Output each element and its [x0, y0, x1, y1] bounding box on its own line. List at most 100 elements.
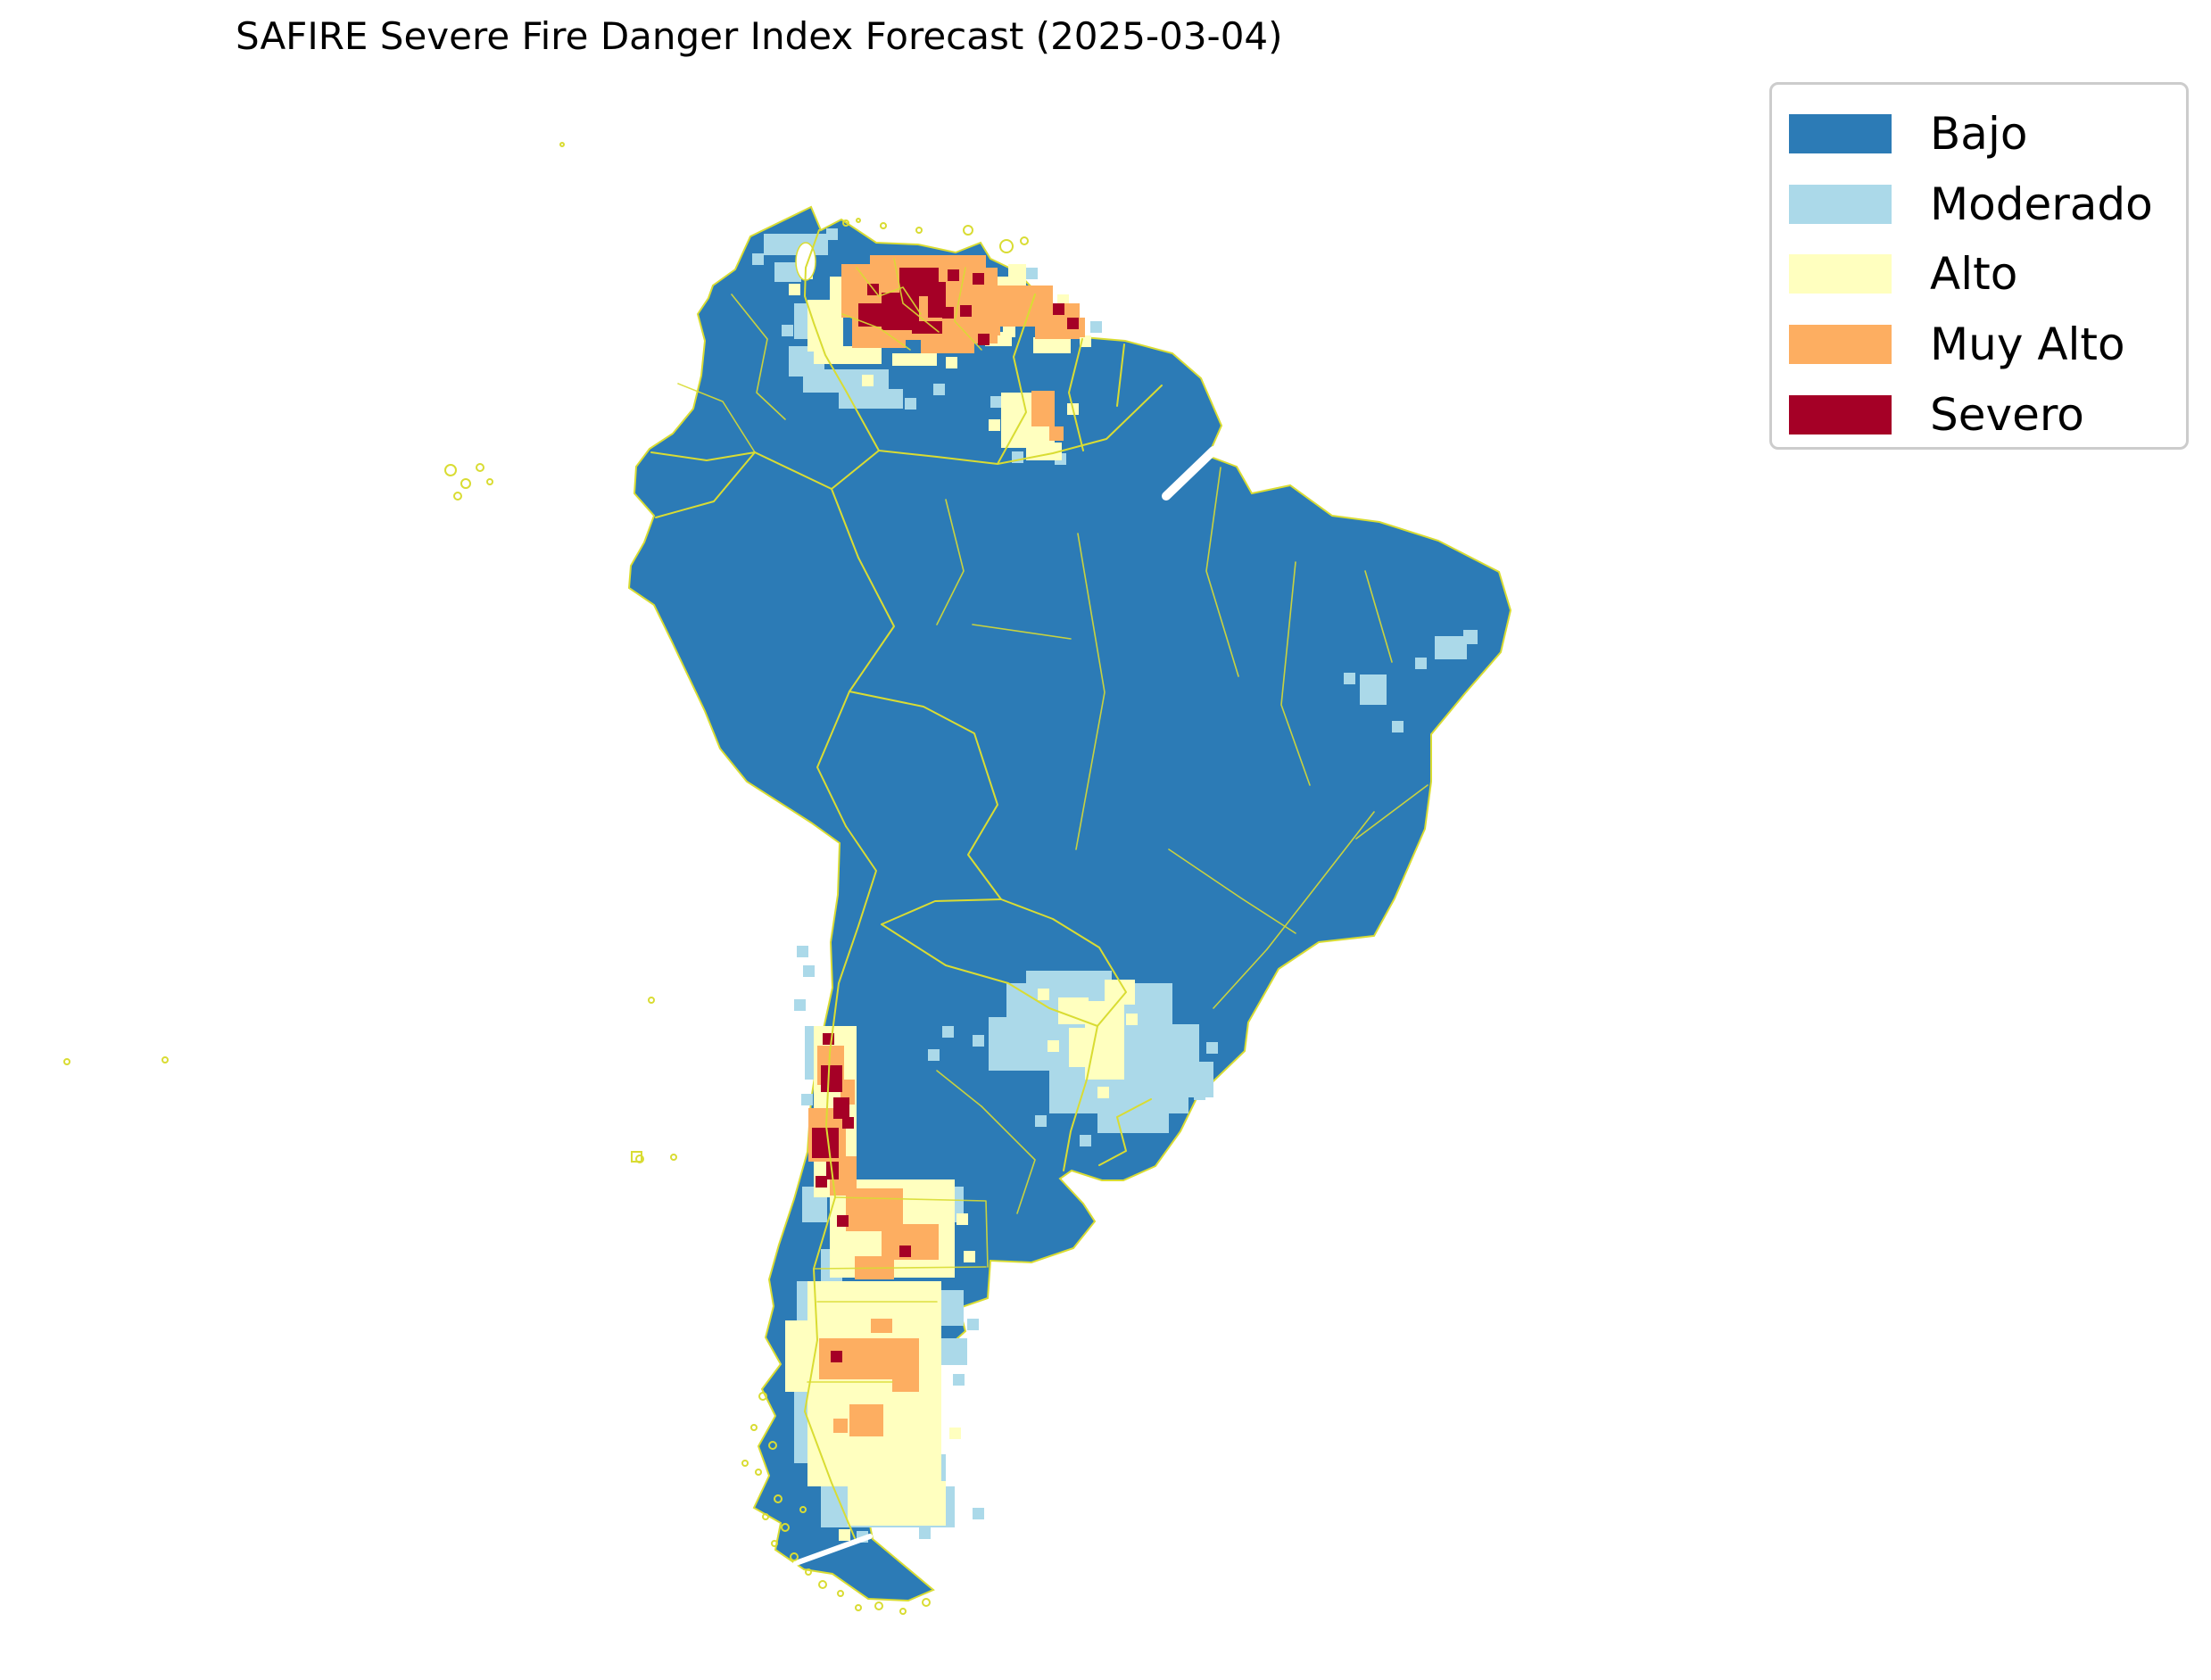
- raster-parana-basin-moderado: [1080, 1135, 1091, 1146]
- raster-patagonia-alto: [848, 1481, 946, 1526]
- raster-patagonia-moderado: [967, 1319, 979, 1330]
- raster-venezuela-llanos-moderado: [764, 234, 828, 255]
- raster-patagonia-alto: [901, 1508, 913, 1519]
- legend-label-alto: Alto: [1930, 248, 2018, 301]
- raster-parana-basin-alto: [1097, 1087, 1109, 1098]
- raster-central-chile-moderado: [803, 965, 815, 977]
- raster-venezuela-llanos-alto: [830, 277, 844, 302]
- raster-venezuela-llanos-severo: [928, 282, 946, 318]
- raster-venezuela-llanos-alto: [1033, 337, 1071, 353]
- islands: [63, 142, 1029, 1615]
- raster-cuyo-neuquen-severo: [837, 1215, 849, 1227]
- legend-label-severo: Severo: [1930, 388, 2084, 441]
- raster-venezuela-llanos-moderado: [933, 384, 945, 395]
- raster-patagonia-alto: [807, 1281, 941, 1486]
- raster-patagonia-moderado: [919, 1527, 931, 1539]
- raster-patagonia-muy-alto: [833, 1419, 848, 1433]
- continent-outline: [627, 205, 1512, 1602]
- island-cell: [631, 1151, 642, 1163]
- raster-venezuela-llanos-moderado: [752, 253, 764, 265]
- raster-patagonia-moderado: [953, 1374, 965, 1386]
- raster-parana-basin-moderado: [1035, 1115, 1047, 1127]
- raster-venezuela-llanos-moderado: [782, 325, 793, 336]
- raster-guyana-roraima-moderado: [990, 396, 1002, 408]
- raster-parana-basin-moderado: [1194, 1088, 1205, 1100]
- raster-parana-basin-moderado: [928, 1049, 940, 1061]
- raster-venezuela-llanos-alto: [862, 375, 874, 386]
- state-borders: [677, 258, 1428, 1383]
- continent-landmass: [627, 205, 1512, 1602]
- raster-venezuela-llanos-moderado: [826, 228, 838, 240]
- raster-venezuela-llanos-moderado: [803, 369, 889, 393]
- raster-patagonia-muy-alto: [871, 1319, 892, 1333]
- raster-venezuela-llanos-alto: [946, 357, 957, 368]
- raster-venezuela-llanos-alto: [1057, 294, 1069, 306]
- raster-parana-basin-alto: [1038, 989, 1049, 1000]
- raster-venezuela-llanos-alto: [789, 284, 800, 295]
- raster-venezuela-llanos-moderado: [774, 262, 801, 282]
- raster-ne-brazil-moderado: [1435, 636, 1467, 659]
- raster-central-chile-severo: [842, 1117, 854, 1129]
- legend-item-alto: Alto: [1789, 239, 2186, 310]
- legend-swatch-bajo: [1789, 114, 1892, 154]
- strait-of-magellan: [793, 1534, 873, 1566]
- raster-central-chile-moderado: [801, 1094, 813, 1105]
- raster-ne-brazil-moderado: [1463, 630, 1478, 644]
- raster-venezuela-llanos-alto: [1012, 264, 1023, 276]
- raster-venezuela-llanos-muy-alto: [977, 286, 1000, 335]
- legend-swatch-muy-alto: [1789, 325, 1892, 365]
- raster-venezuela-llanos-severo: [978, 334, 990, 345]
- raster-patagonia-alto: [839, 1529, 850, 1541]
- legend-item-severo: Severo: [1789, 379, 2186, 450]
- raster-venezuela-llanos-severo: [1053, 303, 1064, 315]
- raster-ne-brazil-moderado: [1415, 658, 1427, 669]
- raster-venezuela-llanos-moderado: [905, 398, 916, 410]
- raster-parana-basin-alto: [1048, 1040, 1059, 1052]
- map-title: SAFIRE Severe Fire Danger Index Forecast…: [236, 14, 1283, 58]
- legend-swatch-severo: [1789, 394, 1892, 434]
- raster-central-chile-moderado: [805, 1026, 816, 1080]
- raster-central-chile-severo: [816, 1176, 827, 1188]
- legend-label-moderado: Moderado: [1930, 178, 2153, 230]
- raster-patagonia-muy-alto: [892, 1374, 919, 1392]
- raster-parana-basin-moderado: [942, 1026, 954, 1038]
- raster-venezuela-llanos-muy-alto: [921, 337, 974, 353]
- raster-parana-basin-moderado: [1097, 1106, 1169, 1133]
- raster-parana-basin-moderado: [973, 1035, 984, 1047]
- raster-patagonia-moderado: [973, 1508, 984, 1519]
- raster-patagonia-alto: [949, 1428, 961, 1439]
- raster-venezuela-llanos-severo: [858, 303, 885, 327]
- raster-ne-brazil-moderado: [1392, 721, 1404, 732]
- raster-parana-basin-moderado: [1206, 1042, 1218, 1054]
- raster-parana-basin-alto: [1058, 997, 1089, 1024]
- raster-central-chile-severo: [821, 1065, 842, 1092]
- raster-guyana-roraima-muy-alto: [1031, 391, 1055, 426]
- raster-parana-basin-alto: [1126, 1014, 1138, 1025]
- amazon-river-mouth: [1162, 446, 1218, 501]
- raster-ne-brazil-moderado: [1360, 674, 1387, 705]
- raster-parana-basin-moderado: [989, 1017, 1024, 1071]
- raster-venezuela-llanos-moderado: [1026, 268, 1038, 279]
- legend-swatch-moderado: [1789, 184, 1892, 224]
- raster-venezuela-llanos-moderado: [1090, 321, 1102, 333]
- raster-venezuela-llanos-severo: [960, 305, 972, 317]
- raster-patagonia-muy-alto: [849, 1404, 883, 1436]
- legend-swatch-alto: [1789, 254, 1892, 294]
- admin-borders: [650, 229, 1163, 1539]
- raster-venezuela-llanos-severo: [973, 273, 984, 285]
- raster-cuyo-neuquen-alto: [964, 1251, 975, 1262]
- raster-central-chile-severo: [812, 1128, 839, 1158]
- raster-ne-brazil-moderado: [1344, 673, 1355, 684]
- raster-venezuela-llanos-alto: [807, 300, 843, 352]
- raster-central-chile-severo: [833, 1097, 849, 1119]
- raster-cuyo-neuquen-alto: [956, 1213, 968, 1225]
- legend-label-bajo: Bajo: [1930, 108, 2028, 161]
- raster-venezuela-llanos-alto: [814, 346, 882, 364]
- raster-guyana-roraima-muy-alto: [1049, 426, 1064, 441]
- raster-guyana-roraima-alto: [989, 419, 1000, 431]
- legend-item-muy-alto: Muy Alto: [1789, 310, 2186, 380]
- legend-item-moderado: Moderado: [1789, 170, 2186, 240]
- raster-venezuela-llanos-alto: [892, 353, 937, 366]
